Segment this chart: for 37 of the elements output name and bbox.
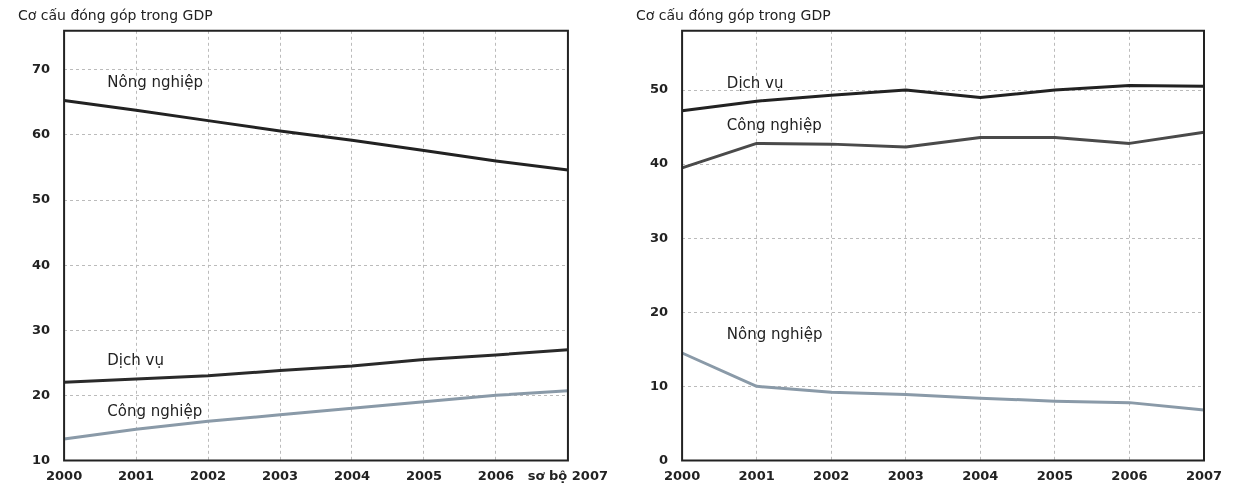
series-label: Dịch vụ xyxy=(107,351,164,370)
x-tick-label: 2004 xyxy=(333,467,371,483)
y-tick-label: 50 xyxy=(32,191,51,207)
y-tick-label: 50 xyxy=(650,81,669,97)
x-tick-label: 2002 xyxy=(813,467,850,483)
y-tick-label: 10 xyxy=(650,377,669,393)
x-tick-label: 2000 xyxy=(664,467,701,483)
y-tick-label: 30 xyxy=(32,321,51,337)
chart-title: Cơ cấu đóng góp trong GDP xyxy=(636,7,831,24)
y-tick-label: 20 xyxy=(32,386,51,402)
y-tick-label: 40 xyxy=(32,256,51,272)
x-tick-label: 2005 xyxy=(1036,467,1073,483)
x-tick-label: 2006 xyxy=(477,467,515,483)
x-tick-label: 2003 xyxy=(261,467,299,483)
y-tick-label: 0 xyxy=(659,451,669,467)
chart-title: Cơ cấu đóng góp trong GDP xyxy=(18,7,213,24)
y-tick-label: 70 xyxy=(32,61,51,77)
series-label: Nông nghiệp xyxy=(107,72,203,91)
x-tick-label: 2002 xyxy=(189,467,227,483)
x-tick-label: 2004 xyxy=(962,467,999,483)
x-tick-label: 2007 xyxy=(1185,467,1223,483)
y-tick-label: 30 xyxy=(650,229,669,245)
y-tick-label: 60 xyxy=(32,126,51,142)
series-label: Công nghiệp xyxy=(726,115,822,134)
y-tick-label: 10 xyxy=(32,451,51,467)
x-tick-label: sơ bộ 2007 xyxy=(527,467,608,483)
y-tick-label: 20 xyxy=(650,303,669,319)
x-tick-label: 2000 xyxy=(46,467,83,483)
x-tick-label: 2001 xyxy=(738,467,775,483)
series-label: Công nghiệp xyxy=(107,401,203,420)
x-tick-label: 2006 xyxy=(1111,467,1148,483)
x-tick-label: 2001 xyxy=(117,467,155,483)
series-label: Dịch vụ xyxy=(726,73,784,92)
x-tick-label: 2003 xyxy=(887,467,924,483)
series-label: Nông nghiệp xyxy=(726,325,823,344)
x-tick-label: 2005 xyxy=(405,467,443,483)
y-tick-label: 40 xyxy=(650,155,669,171)
